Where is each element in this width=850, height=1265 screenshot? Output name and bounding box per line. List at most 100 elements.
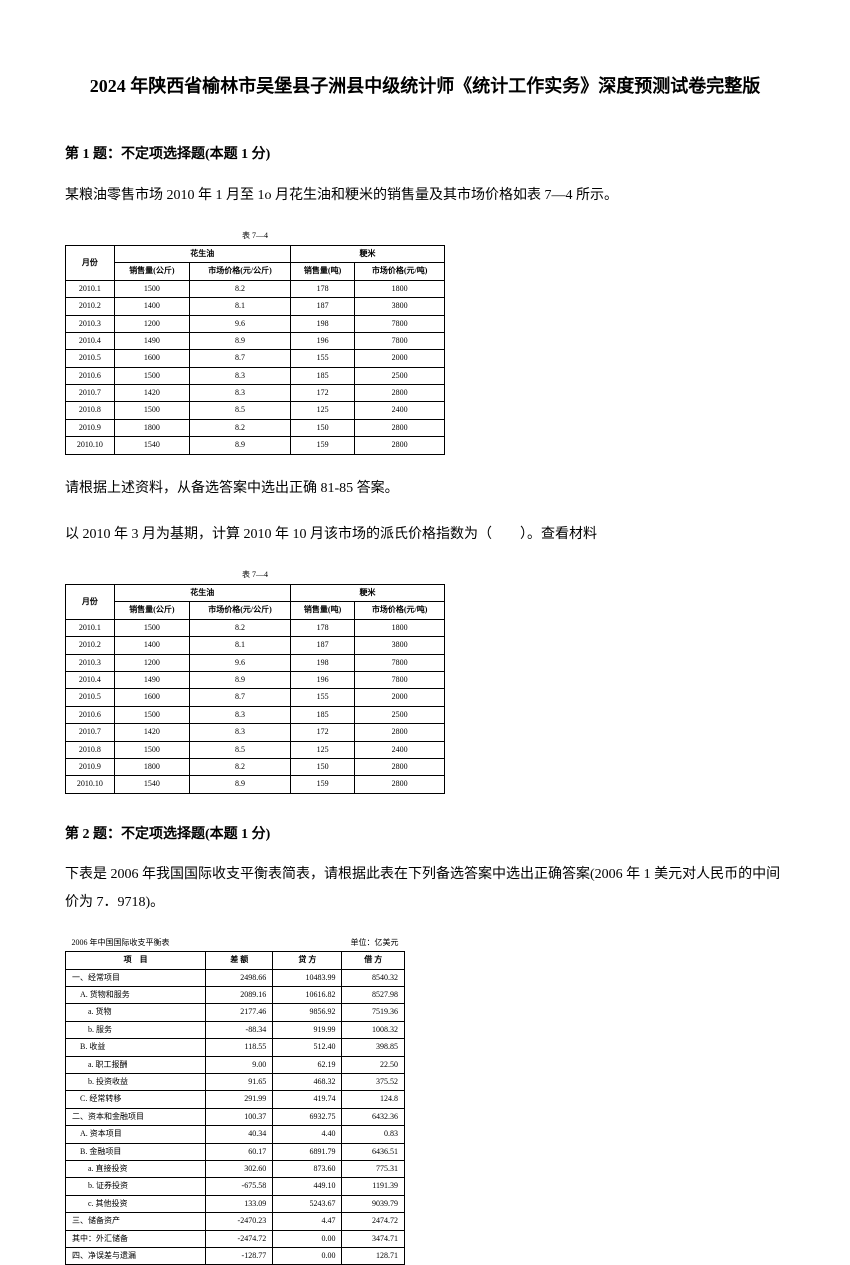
table-cell: 512.40 — [273, 1039, 342, 1056]
table-cell: 1200 — [114, 654, 189, 671]
table-cell: 1600 — [114, 689, 189, 706]
table-cell: 8.5 — [190, 741, 291, 758]
table-cell: 9.00 — [206, 1056, 273, 1073]
col-h3: 销售量(吨) — [290, 263, 354, 280]
table-cell: 2010.2 — [66, 298, 115, 315]
table-cell: 150 — [290, 419, 354, 436]
col-h3: 销售量(吨) — [290, 602, 354, 619]
table-cell: 302.60 — [206, 1161, 273, 1178]
col-h1: 销售量(公斤) — [114, 263, 189, 280]
q2-header: 第 2 题：不定项选择题(本题 1 分) — [65, 822, 785, 847]
table-row: a. 职工报酬9.0062.1922.50 — [66, 1056, 405, 1073]
table-cell: 3474.71 — [342, 1230, 405, 1247]
table-cell: 10483.99 — [273, 969, 342, 986]
table-cell: 133.09 — [206, 1195, 273, 1212]
table-cell: 128.71 — [342, 1247, 405, 1264]
table-cell: 2400 — [355, 402, 445, 419]
table-cell: 8540.32 — [342, 969, 405, 986]
table-cell: 2474.72 — [342, 1213, 405, 1230]
table-cell: 8.1 — [190, 637, 291, 654]
table-cell: 8.9 — [190, 332, 291, 349]
table-cell: 2010.9 — [66, 758, 115, 775]
table-cell: 2010.5 — [66, 350, 115, 367]
table-cell: -88.34 — [206, 1021, 273, 1038]
table-cell: 125 — [290, 741, 354, 758]
table-row: 2010.115008.21781800 — [66, 619, 445, 636]
col-h4: 市场价格(元/吨) — [355, 263, 445, 280]
table-cell: 1400 — [114, 298, 189, 315]
table-cell: b. 投资收益 — [66, 1074, 206, 1091]
table-cell: 10616.82 — [273, 987, 342, 1004]
table-row: 2010.615008.31852500 — [66, 706, 445, 723]
table-cell: 4.47 — [273, 1213, 342, 1230]
table-cell: A. 资本项目 — [66, 1126, 206, 1143]
bop-caption: 2006 年中国国际收支平衡表 — [66, 935, 273, 952]
table-cell: 4.40 — [273, 1126, 342, 1143]
table-cell: 185 — [290, 706, 354, 723]
table-cell: 2498.66 — [206, 969, 273, 986]
table-row: 一、经常项目2498.6610483.998540.32 — [66, 969, 405, 986]
table-row: 三、储备资产-2470.234.472474.72 — [66, 1213, 405, 1230]
table-row: 2010.115008.21781800 — [66, 280, 445, 297]
table-cell: 196 — [290, 332, 354, 349]
table-cell: A. 货物和服务 — [66, 987, 206, 1004]
table-row: 二、资本和金融项目100.376932.756432.36 — [66, 1108, 405, 1125]
table-cell: 其中：外汇储备 — [66, 1230, 206, 1247]
table-cell: 8.7 — [190, 689, 291, 706]
table-cell: 150 — [290, 758, 354, 775]
table-cell: 2010.2 — [66, 637, 115, 654]
table-cell: B. 收益 — [66, 1039, 206, 1056]
table-cell: 8.2 — [190, 280, 291, 297]
table-cell: 1540 — [114, 437, 189, 454]
table-cell: b. 证券投资 — [66, 1178, 206, 1195]
table-cell: 2010.7 — [66, 385, 115, 402]
table-cell: 6436.51 — [342, 1143, 405, 1160]
table-row: 2010.714208.31722800 — [66, 724, 445, 741]
table-cell: 2800 — [355, 758, 445, 775]
bop-h-dai: 贷 方 — [273, 952, 342, 969]
table-cell: 一、经常项目 — [66, 969, 206, 986]
table-cell: 2010.10 — [66, 776, 115, 793]
table-cell: 2010.9 — [66, 419, 115, 436]
table-cell: 159 — [290, 437, 354, 454]
table-cell: 0.00 — [273, 1230, 342, 1247]
table-row: 2010.414908.91967800 — [66, 332, 445, 349]
table-row: 2010.214008.11873800 — [66, 298, 445, 315]
table-cell: 172 — [290, 724, 354, 741]
table-cell: 8.3 — [190, 367, 291, 384]
table-cell: 91.65 — [206, 1074, 273, 1091]
table-cell: 1540 — [114, 776, 189, 793]
table-cell: 1490 — [114, 332, 189, 349]
table-row: 2010.312009.61987800 — [66, 654, 445, 671]
table-row: B. 金融项目60.176891.796436.51 — [66, 1143, 405, 1160]
col-group2: 粳米 — [290, 585, 444, 602]
table-cell: 1500 — [114, 402, 189, 419]
table-cell: 2089.16 — [206, 987, 273, 1004]
table-cell: a. 职工报酬 — [66, 1056, 206, 1073]
table-cell: 1800 — [355, 619, 445, 636]
table-cell: 2010.4 — [66, 332, 115, 349]
table-cell: 1500 — [114, 367, 189, 384]
q1-text3: 以 2010 年 3 月为基期，计算 2010 年 10 月该市场的派氏价格指数… — [65, 521, 785, 549]
table-cell: 8.5 — [190, 402, 291, 419]
col-h2: 市场价格(元/公斤) — [190, 602, 291, 619]
table-cell: 919.99 — [273, 1021, 342, 1038]
table-cell: 2010.1 — [66, 280, 115, 297]
table-cell: 22.50 — [342, 1056, 405, 1073]
table-cell: 185 — [290, 367, 354, 384]
table-cell: 三、储备资产 — [66, 1213, 206, 1230]
table-cell: 873.60 — [273, 1161, 342, 1178]
table-cell: 2177.46 — [206, 1004, 273, 1021]
table-cell: 2500 — [355, 706, 445, 723]
bop-unit: 单位：亿美元 — [273, 935, 405, 952]
table-cell: 187 — [290, 298, 354, 315]
table-cell: 2010.8 — [66, 402, 115, 419]
table-row: 2010.714208.31722800 — [66, 385, 445, 402]
table-cell: 7800 — [355, 315, 445, 332]
table-cell: 2010.6 — [66, 706, 115, 723]
table-cell: 2010.10 — [66, 437, 115, 454]
table-cell: 1490 — [114, 672, 189, 689]
table-cell: 1420 — [114, 724, 189, 741]
table-cell: 1008.32 — [342, 1021, 405, 1038]
table-cell: 375.52 — [342, 1074, 405, 1091]
